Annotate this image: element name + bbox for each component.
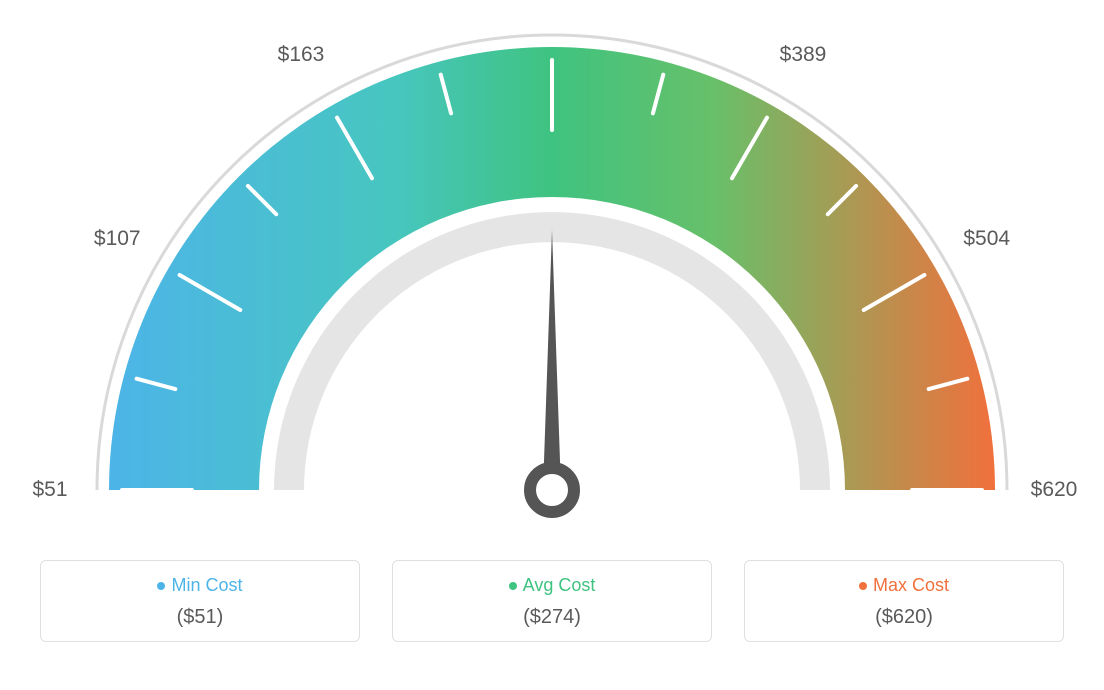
gauge-tick-label: $163 xyxy=(278,43,325,67)
gauge-tick-label: $504 xyxy=(963,227,1010,251)
gauge-tick-label: $107 xyxy=(94,227,141,251)
gauge-tick-label: $51 xyxy=(32,478,67,502)
gauge-svg xyxy=(0,0,1104,560)
dot-icon xyxy=(859,582,867,590)
legend-title-text: Min Cost xyxy=(171,575,242,596)
legend-value-avg: ($274) xyxy=(403,606,701,629)
legend-row: Min Cost ($51) Avg Cost ($274) Max Cost … xyxy=(0,560,1104,642)
legend-title-text: Avg Cost xyxy=(523,575,596,596)
legend-value-min: ($51) xyxy=(51,606,349,629)
legend-card-avg: Avg Cost ($274) xyxy=(392,560,712,642)
gauge-container: $51$107$163$274$389$504$620 xyxy=(0,0,1104,560)
gauge-tick-label: $389 xyxy=(780,43,827,67)
legend-card-min: Min Cost ($51) xyxy=(40,560,360,642)
legend-value-max: ($620) xyxy=(755,606,1053,629)
gauge-tick-label: $620 xyxy=(1031,478,1078,502)
legend-title-max: Max Cost xyxy=(859,575,949,596)
dot-icon xyxy=(509,582,517,590)
dot-icon xyxy=(157,582,165,590)
legend-title-min: Min Cost xyxy=(157,575,242,596)
legend-title-avg: Avg Cost xyxy=(509,575,596,596)
legend-title-text: Max Cost xyxy=(873,575,949,596)
legend-card-max: Max Cost ($620) xyxy=(744,560,1064,642)
